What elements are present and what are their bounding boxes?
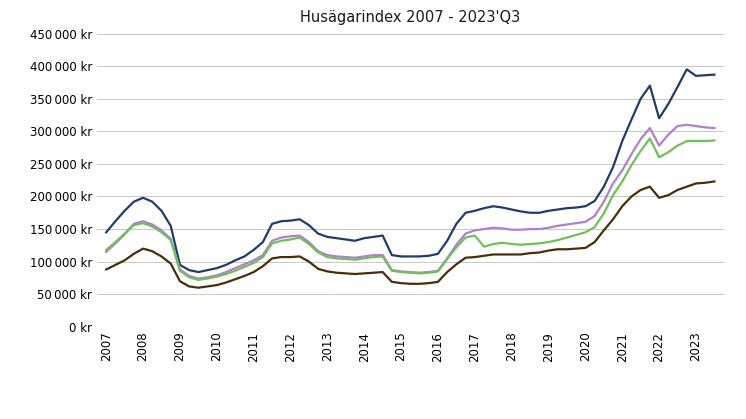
- Stor-Stockholm: [664, 101, 673, 106]
- Stor-Malmö: [571, 233, 580, 238]
- Stor-Malmö: [175, 268, 184, 273]
- Stor-Stockholm: [387, 253, 396, 258]
- Riket: [673, 187, 682, 192]
- Stor-Malmö: [387, 268, 396, 273]
- Riket: [387, 279, 396, 285]
- Stor-Göteborg: [175, 267, 184, 272]
- Stor-Stockholm: [194, 269, 203, 274]
- Stor-Göteborg: [387, 268, 396, 273]
- Line: Riket: Riket: [106, 181, 715, 288]
- Stor-Göteborg: [683, 122, 692, 127]
- Riket: [203, 284, 212, 289]
- Stor-Stockholm: [683, 67, 692, 72]
- Stor-Stockholm: [101, 230, 110, 235]
- Riket: [101, 267, 110, 272]
- Stor-Stockholm: [710, 72, 719, 77]
- Stor-Göteborg: [148, 222, 157, 227]
- Stor-Göteborg: [360, 254, 369, 259]
- Riket: [571, 246, 580, 251]
- Stor-Stockholm: [360, 235, 369, 241]
- Stor-Malmö: [673, 143, 682, 148]
- Stor-Stockholm: [148, 199, 157, 204]
- Stor-Göteborg: [710, 126, 719, 131]
- Riket: [710, 179, 719, 184]
- Stor-Malmö: [710, 138, 719, 143]
- Title: Husägarindex 2007 - 2023'Q3: Husägarindex 2007 - 2023'Q3: [300, 10, 521, 26]
- Stor-Malmö: [148, 224, 157, 229]
- Line: Stor-Malmö: Stor-Malmö: [106, 138, 715, 280]
- Line: Stor-Stockholm: Stor-Stockholm: [106, 70, 715, 272]
- Stor-Göteborg: [101, 249, 110, 254]
- Stor-Göteborg: [664, 132, 673, 137]
- Stor-Stockholm: [175, 262, 184, 267]
- Stor-Malmö: [645, 136, 654, 141]
- Stor-Stockholm: [571, 205, 580, 210]
- Riket: [360, 271, 369, 276]
- Stor-Malmö: [194, 277, 203, 282]
- Stor-Malmö: [101, 247, 110, 252]
- Stor-Göteborg: [571, 221, 580, 226]
- Stor-Malmö: [360, 256, 369, 261]
- Riket: [175, 279, 184, 284]
- Riket: [194, 285, 203, 290]
- Line: Stor-Göteborg: Stor-Göteborg: [106, 125, 715, 279]
- Stor-Göteborg: [194, 276, 203, 281]
